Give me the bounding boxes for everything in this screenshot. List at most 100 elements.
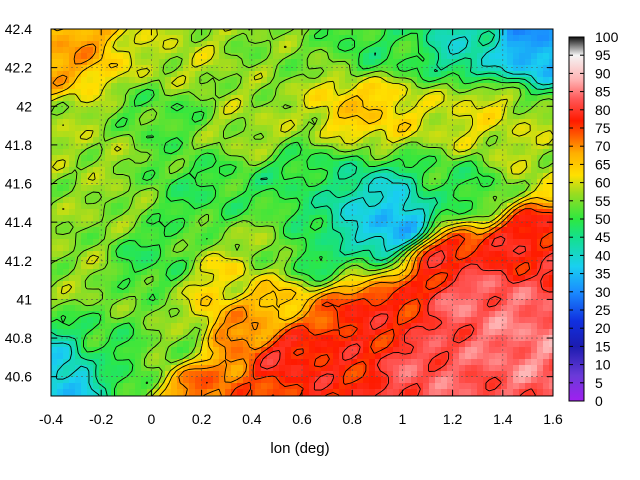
heat-cell bbox=[501, 347, 508, 354]
heat-cell bbox=[129, 95, 136, 102]
heat-cell bbox=[171, 329, 178, 336]
heat-cell bbox=[513, 185, 520, 192]
heat-cell bbox=[297, 167, 304, 174]
heat-cell bbox=[237, 287, 244, 294]
heat-cell bbox=[417, 191, 424, 198]
heat-cell bbox=[183, 329, 190, 336]
heat-cell bbox=[219, 113, 226, 120]
heat-cell bbox=[69, 371, 76, 378]
heat-cell bbox=[249, 233, 256, 240]
heat-cell bbox=[63, 167, 70, 174]
heat-cell bbox=[159, 239, 166, 246]
heat-cell bbox=[261, 287, 268, 294]
heat-cell bbox=[231, 77, 238, 84]
heat-cell bbox=[189, 155, 196, 162]
heat-cell bbox=[471, 83, 478, 90]
heat-cell bbox=[237, 227, 244, 234]
heat-cell bbox=[471, 227, 478, 234]
heat-cell bbox=[165, 377, 172, 384]
heat-cell bbox=[261, 311, 268, 318]
heat-cell bbox=[303, 281, 310, 288]
heat-cell bbox=[255, 173, 262, 180]
heat-cell bbox=[405, 329, 412, 336]
heat-cell bbox=[357, 35, 364, 42]
heat-cell bbox=[201, 59, 208, 66]
heat-cell bbox=[117, 197, 124, 204]
heat-cell bbox=[387, 365, 394, 372]
heat-cell bbox=[63, 377, 70, 384]
heat-cell bbox=[525, 377, 532, 384]
heat-cell bbox=[147, 245, 154, 252]
heat-cell bbox=[237, 263, 244, 270]
heat-cell bbox=[471, 131, 478, 138]
heat-cell bbox=[195, 53, 202, 60]
heat-cell bbox=[141, 227, 148, 234]
heat-cell bbox=[195, 173, 202, 180]
heat-cell bbox=[129, 239, 136, 246]
heat-cell bbox=[225, 323, 232, 330]
heat-cell bbox=[189, 65, 196, 72]
heat-cell bbox=[153, 167, 160, 174]
heat-cell bbox=[63, 215, 70, 222]
heat-cell bbox=[435, 101, 442, 108]
heat-cell bbox=[489, 131, 496, 138]
heat-cell bbox=[501, 35, 508, 42]
heat-cell bbox=[303, 185, 310, 192]
heat-cell bbox=[531, 41, 538, 48]
heat-cell bbox=[129, 113, 136, 120]
heat-cell bbox=[225, 359, 232, 366]
heat-cell bbox=[549, 197, 553, 204]
heat-cell bbox=[201, 173, 208, 180]
heat-cell bbox=[225, 137, 232, 144]
heat-cell bbox=[201, 155, 208, 162]
heat-cell bbox=[531, 161, 538, 168]
heat-cell bbox=[285, 203, 292, 210]
heat-cell bbox=[429, 95, 436, 102]
heat-cell bbox=[129, 89, 136, 96]
heat-cell bbox=[297, 107, 304, 114]
heat-cell bbox=[423, 353, 430, 360]
heat-cell bbox=[393, 119, 400, 126]
heat-cell bbox=[543, 245, 550, 252]
heat-cell bbox=[543, 371, 550, 378]
heat-cell bbox=[219, 107, 226, 114]
heat-cell bbox=[423, 227, 430, 234]
heat-cell bbox=[225, 65, 232, 72]
heat-cell bbox=[303, 305, 310, 312]
heat-cell bbox=[291, 299, 298, 306]
heat-cell bbox=[387, 377, 394, 384]
heat-cell bbox=[429, 239, 436, 246]
heat-cell bbox=[507, 203, 514, 210]
heat-cell bbox=[399, 275, 406, 282]
heat-cell bbox=[315, 335, 322, 342]
heat-cell bbox=[183, 167, 190, 174]
heat-cell bbox=[369, 269, 376, 276]
heat-cell bbox=[477, 29, 484, 36]
heat-cell bbox=[93, 107, 100, 114]
heat-cell bbox=[267, 257, 274, 264]
heat-cell bbox=[219, 371, 226, 378]
heat-cell bbox=[495, 269, 502, 276]
heat-cell bbox=[429, 167, 436, 174]
heat-cell bbox=[351, 311, 358, 318]
heat-cell bbox=[177, 71, 184, 78]
heat-cell bbox=[135, 107, 142, 114]
heat-cell bbox=[171, 323, 178, 330]
heat-cell bbox=[309, 377, 316, 384]
heat-cell bbox=[123, 227, 130, 234]
heat-cell bbox=[159, 179, 166, 186]
heat-cell bbox=[459, 77, 466, 84]
heat-cell bbox=[315, 251, 322, 258]
heat-cell bbox=[495, 335, 502, 342]
heat-cell bbox=[465, 83, 472, 90]
heat-cell bbox=[237, 359, 244, 366]
heat-cell bbox=[507, 293, 514, 300]
heat-cell bbox=[327, 149, 334, 156]
heat-cell bbox=[207, 107, 214, 114]
heat-cell bbox=[261, 125, 268, 132]
heat-cell bbox=[417, 317, 424, 324]
heat-cell bbox=[345, 275, 352, 282]
heat-cell bbox=[195, 35, 202, 42]
heat-cell bbox=[369, 137, 376, 144]
heat-cell bbox=[447, 377, 454, 384]
